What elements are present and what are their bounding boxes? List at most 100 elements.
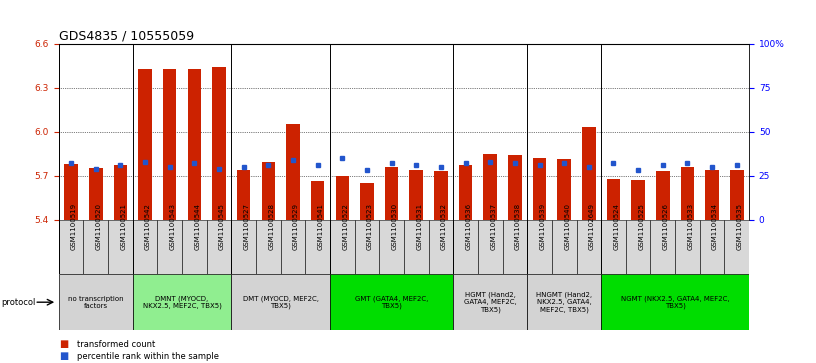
Text: GSM1100532: GSM1100532 (441, 203, 447, 250)
Bar (212, 67, 226, 220)
Bar (404, 220, 428, 274)
Text: GSM1100536: GSM1100536 (466, 203, 472, 250)
Bar (108, 220, 133, 274)
Text: DMNT (MYOCD,
NKX2.5, MEF2C, TBX5): DMNT (MYOCD, NKX2.5, MEF2C, TBX5) (143, 295, 221, 309)
Text: GDS4835 / 10555059: GDS4835 / 10555059 (59, 29, 194, 42)
Bar (138, 69, 152, 220)
Bar (434, 171, 448, 220)
Bar (335, 176, 349, 220)
Text: GSM1100519: GSM1100519 (71, 203, 77, 250)
Text: GSM1100541: GSM1100541 (317, 203, 324, 250)
Text: GSM1100545: GSM1100545 (219, 203, 225, 250)
Bar (330, 274, 453, 330)
Bar (700, 220, 725, 274)
Text: GSM1100535: GSM1100535 (737, 203, 743, 250)
Text: GSM1100531: GSM1100531 (416, 203, 422, 250)
Bar (601, 274, 749, 330)
Bar (330, 220, 355, 274)
Text: ■: ■ (59, 351, 68, 362)
Bar (232, 220, 256, 274)
Bar (459, 165, 472, 220)
Text: percentile rank within the sample: percentile rank within the sample (77, 352, 219, 361)
Bar (626, 220, 650, 274)
Bar (360, 183, 374, 220)
Text: GSM1100521: GSM1100521 (121, 203, 126, 250)
Text: GSM1100530: GSM1100530 (392, 203, 397, 250)
Bar (133, 274, 232, 330)
Bar (237, 170, 251, 220)
Text: protocol: protocol (2, 298, 36, 307)
Bar (681, 167, 694, 220)
Text: ■: ■ (59, 339, 68, 349)
Bar (89, 168, 103, 220)
Bar (355, 220, 379, 274)
Bar (552, 220, 577, 274)
Bar (576, 220, 601, 274)
Bar (527, 220, 552, 274)
Text: GSM1100540: GSM1100540 (564, 203, 570, 250)
Bar (601, 220, 626, 274)
Bar (157, 220, 182, 274)
Text: GSM1100542: GSM1100542 (145, 203, 151, 250)
Bar (83, 220, 108, 274)
Text: GSM1100525: GSM1100525 (638, 203, 644, 250)
Bar (311, 182, 325, 220)
Bar (533, 158, 546, 220)
Bar (59, 220, 83, 274)
Bar (453, 274, 527, 330)
Bar (705, 170, 719, 220)
Bar (478, 220, 503, 274)
Text: GSM1100533: GSM1100533 (687, 203, 694, 250)
Bar (607, 179, 620, 220)
Text: HNGMT (Hand2,
NKX2.5, GATA4,
MEF2C, TBX5): HNGMT (Hand2, NKX2.5, GATA4, MEF2C, TBX5… (536, 292, 592, 313)
Bar (206, 220, 232, 274)
Text: GSM1100524: GSM1100524 (614, 203, 619, 250)
Bar (483, 154, 497, 220)
Text: GSM1100527: GSM1100527 (244, 203, 250, 250)
Bar (379, 220, 404, 274)
Bar (182, 220, 206, 274)
Bar (725, 220, 749, 274)
Text: GSM1100526: GSM1100526 (663, 203, 669, 250)
Bar (305, 220, 330, 274)
Bar (650, 220, 675, 274)
Bar (163, 69, 176, 220)
Text: GSM1100537: GSM1100537 (490, 203, 496, 250)
Bar (508, 155, 521, 220)
Bar (256, 220, 281, 274)
Text: NGMT (NKX2.5, GATA4, MEF2C,
TBX5): NGMT (NKX2.5, GATA4, MEF2C, TBX5) (621, 295, 730, 309)
Bar (675, 220, 700, 274)
Bar (188, 69, 201, 220)
Bar (632, 180, 645, 220)
Text: transformed count: transformed count (77, 340, 155, 348)
Bar (262, 162, 275, 220)
Bar (503, 220, 527, 274)
Bar (286, 124, 299, 220)
Text: GSM1100539: GSM1100539 (539, 203, 546, 250)
Bar (656, 171, 670, 220)
Bar (453, 220, 478, 274)
Bar (582, 127, 596, 220)
Bar (410, 170, 423, 220)
Text: GSM1100528: GSM1100528 (268, 203, 274, 250)
Text: GSM1102649: GSM1102649 (589, 203, 595, 250)
Bar (113, 165, 127, 220)
Bar (730, 170, 743, 220)
Text: GSM1100534: GSM1100534 (712, 203, 718, 250)
Text: GSM1100520: GSM1100520 (95, 203, 102, 250)
Text: GSM1100523: GSM1100523 (367, 203, 373, 250)
Bar (557, 159, 571, 220)
Text: GSM1100544: GSM1100544 (194, 203, 201, 250)
Text: HGMT (Hand2,
GATA4, MEF2C,
TBX5): HGMT (Hand2, GATA4, MEF2C, TBX5) (463, 292, 517, 313)
Bar (133, 220, 157, 274)
Text: no transcription
factors: no transcription factors (68, 296, 123, 309)
Text: GSM1100543: GSM1100543 (170, 203, 175, 250)
Bar (59, 274, 133, 330)
Bar (385, 167, 398, 220)
Bar (281, 220, 305, 274)
Bar (232, 274, 330, 330)
Text: GSM1100529: GSM1100529 (293, 203, 299, 250)
Bar (527, 274, 601, 330)
Text: GSM1100538: GSM1100538 (515, 203, 521, 250)
Text: GSM1100522: GSM1100522 (342, 203, 348, 250)
